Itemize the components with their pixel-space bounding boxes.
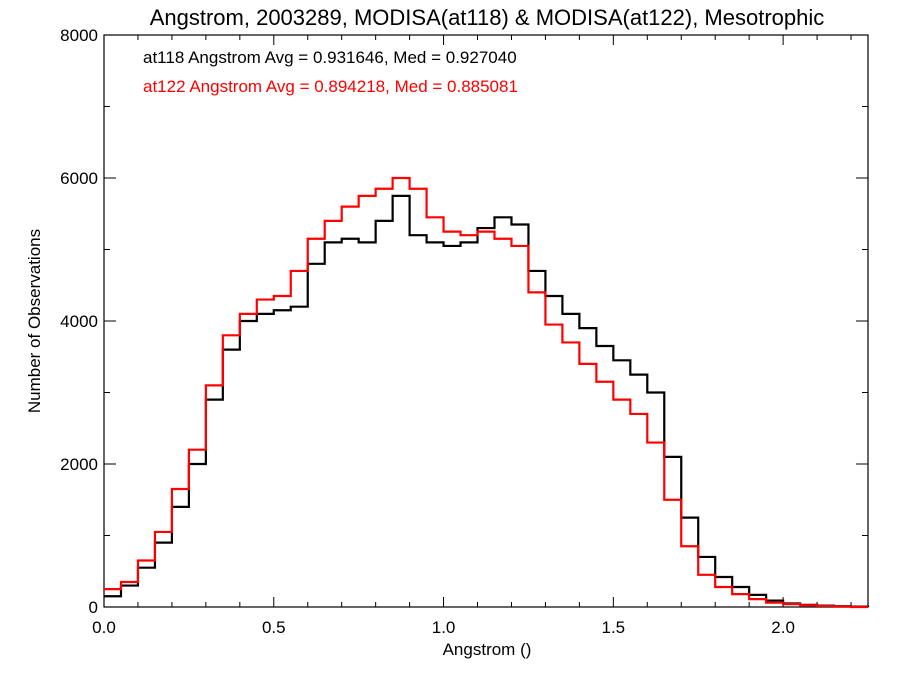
chart-title: Angstrom, 2003289, MODISA(at118) & MODIS… [150,5,825,30]
series-line-0 [104,194,870,608]
series-layer [104,176,870,609]
legend-at118: at118 Angstrom Avg = 0.931646, Med = 0.9… [143,48,517,67]
x-axis-label: Angstrom () [443,640,532,659]
y-tick-label-0: 0 [89,598,98,617]
series-line-1 [104,176,868,609]
y-tick-label-4: 8000 [60,26,98,45]
y-tick-label-3: 6000 [60,169,98,188]
y-axis-label: Number of Observations [25,229,44,413]
y-tick-label-1: 2000 [60,455,98,474]
plot-frame [103,34,869,608]
y-axis-ticks: 0 2000 4000 6000 8000 [60,26,868,617]
x-tick-label-0: 0.0 [92,618,116,637]
x-tick-label-1: 0.5 [262,618,286,637]
x-axis-ticks: 0.0 0.5 1.0 1.5 2.0 [92,35,852,637]
x-tick-label-3: 1.5 [602,618,626,637]
legend-at122: at122 Angstrom Avg = 0.894218, Med = 0.8… [143,77,518,96]
x-tick-label-4: 2.0 [771,618,795,637]
y-tick-label-2: 4000 [60,312,98,331]
x-tick-label-2: 1.0 [432,618,456,637]
